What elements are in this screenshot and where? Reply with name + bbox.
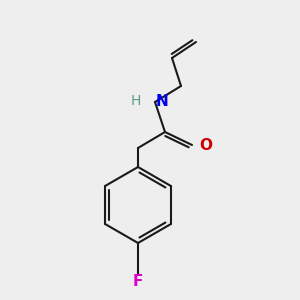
Text: F: F bbox=[133, 274, 143, 290]
Text: O: O bbox=[199, 137, 212, 152]
Text: H: H bbox=[130, 94, 141, 108]
Text: N: N bbox=[156, 94, 169, 110]
